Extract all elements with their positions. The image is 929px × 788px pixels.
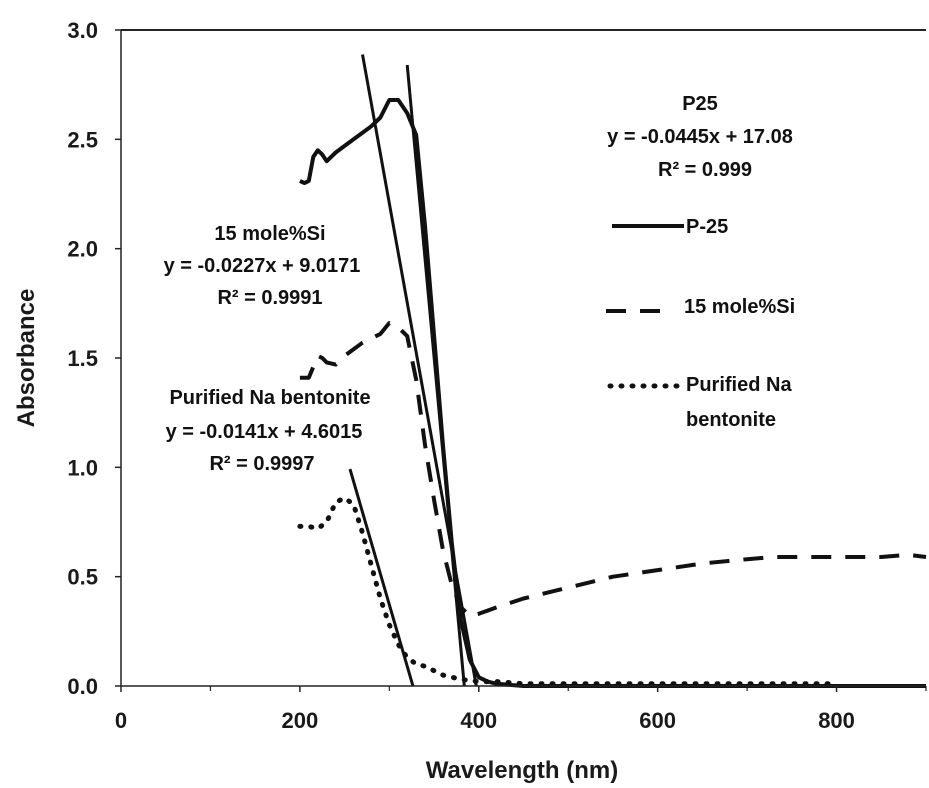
annotation-bentonite: Purified Na bentonite y = -0.0141x + 4.6… [166,387,371,475]
y-axis-title: Absorbance [13,289,40,428]
y-tick-label: 1.0 [67,455,98,480]
legend-label-p25: P-25 [686,216,728,238]
x-tick-label: 400 [460,708,497,733]
series-line-si [299,321,927,618]
legend-label-bentonite-2: bentonite [686,409,776,431]
annotation-p25: P25 y = -0.0445x + 17.08 R² = 0.999 [607,93,793,181]
annotation-bentonite-equation: y = -0.0141x + 4.6015 [166,421,363,443]
y-tick-label: 1.5 [67,346,98,371]
y-tick-label: 0.5 [67,565,98,590]
annotation-bentonite-title: Purified Na bentonite [169,387,370,409]
annotation-p25-equation: y = -0.0445x + 17.08 [607,126,793,148]
x-tick-label: 200 [282,708,319,733]
x-axis-title: Wavelength (nm) [426,757,618,784]
axes [115,29,927,692]
legend-label-si: 15 mole%Si [684,296,795,318]
legend: P-25 15 mole%Si Purified Na bentonite [606,216,795,431]
annotation-si-equation: y = -0.0227x + 9.0171 [164,255,361,277]
annotation-si-r2: R² = 0.9991 [217,287,322,309]
legend-label-bentonite-1: Purified Na [686,374,792,396]
y-tick-label: 3.0 [67,18,98,43]
annotation-bentonite-r2: R² = 0.9997 [209,453,314,475]
annotation-p25-r2: R² = 0.999 [658,159,752,181]
annotation-p25-title: P25 [682,93,718,115]
y-tick-label: 2.0 [67,237,98,262]
series-line-p25 [299,98,926,688]
y-tick-label: 0.0 [67,674,98,699]
tick-labels: 0 200 400 600 800 0.0 0.5 1.0 1.5 2.0 2.5 3.0 [67,18,855,733]
annotation-si-title: 15 mole%Si [214,223,325,245]
x-tick-label: 800 [818,708,855,733]
series-line-bentonite [297,495,840,687]
data-series [297,98,927,688]
x-tick-label: 600 [639,708,676,733]
y-tick-label: 2.5 [67,127,98,152]
x-tick-label: 0 [115,708,127,733]
annotation-si: 15 mole%Si y = -0.0227x + 9.0171 R² = 0.… [164,223,361,309]
fit-line-bentonite [348,468,415,687]
